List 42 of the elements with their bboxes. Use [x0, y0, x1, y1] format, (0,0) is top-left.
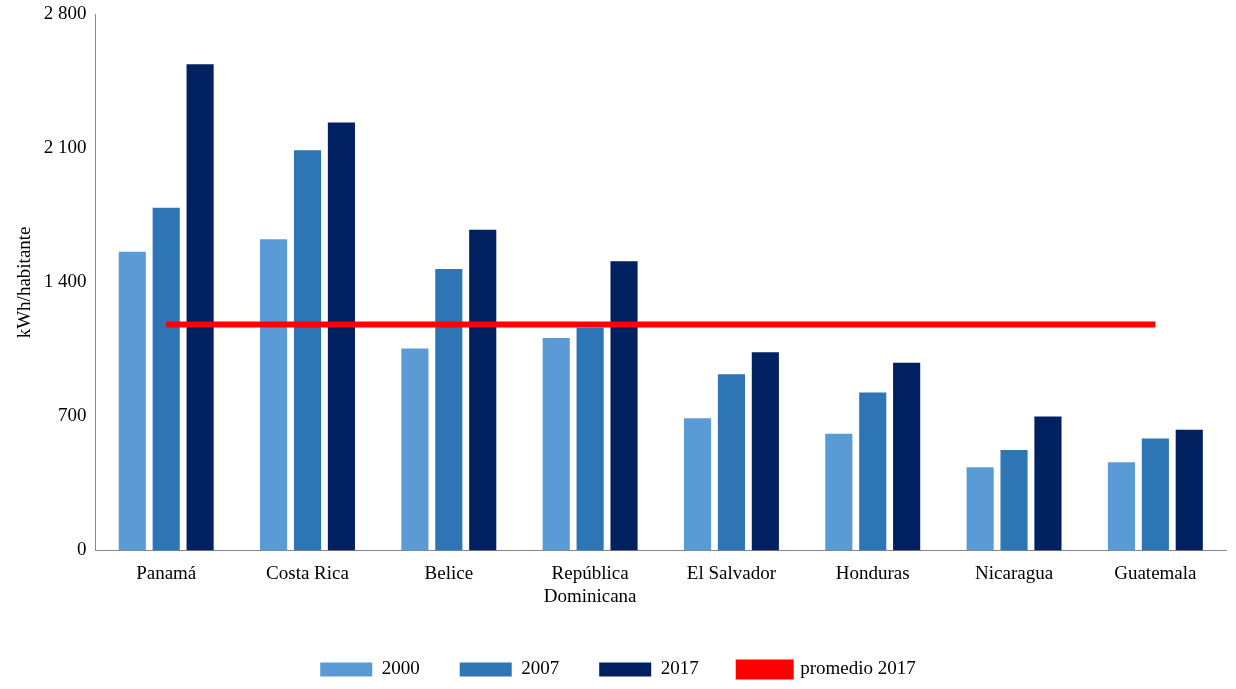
- x-tick-label: Honduras: [835, 561, 910, 583]
- legend-label: 2017: [660, 657, 699, 679]
- bar: [542, 337, 570, 551]
- bar: [469, 229, 497, 551]
- legend-label: promedio 2017: [800, 657, 916, 679]
- x-tick-label: Belice: [424, 561, 474, 583]
- bar: [1107, 462, 1135, 551]
- bar: [152, 207, 180, 551]
- y-tick-label: 2 100: [43, 136, 87, 158]
- bar: [260, 239, 288, 551]
- bar: [1141, 438, 1169, 551]
- bar: [1034, 416, 1062, 551]
- bar: [683, 418, 712, 551]
- bar: [859, 392, 887, 551]
- y-tick-label: 1 400: [43, 270, 87, 292]
- bar: [1000, 449, 1028, 551]
- bar: [327, 122, 355, 551]
- x-tick-label: Nicaragua: [975, 561, 1054, 583]
- bar: [435, 269, 463, 551]
- x-tick-label: El Salvador: [686, 561, 777, 583]
- legend-label: 2000: [381, 657, 420, 679]
- y-tick-label: 2 800: [43, 2, 87, 24]
- x-tick-label: República Dominicana: [543, 561, 638, 606]
- y-tick-label: 0: [77, 538, 87, 560]
- bar: [610, 261, 638, 551]
- bar: [1175, 429, 1203, 551]
- x-tick-label: Panamá: [136, 561, 197, 583]
- legend-label: 2007: [521, 657, 560, 679]
- bar: [576, 327, 604, 551]
- x-tick-label: Costa Rica: [266, 561, 350, 583]
- x-tick-label: Guatemala: [1114, 561, 1198, 583]
- bar: [717, 374, 745, 551]
- bar: [751, 352, 779, 551]
- bar: [825, 433, 853, 551]
- bar: [966, 467, 994, 551]
- bar: [118, 251, 146, 551]
- y-tick-label: 700: [58, 404, 87, 426]
- y-axis-title: kWh/habitante: [13, 226, 35, 339]
- bar: [401, 348, 429, 551]
- bar: [186, 64, 214, 551]
- bar: [893, 362, 921, 551]
- bar: [293, 150, 322, 551]
